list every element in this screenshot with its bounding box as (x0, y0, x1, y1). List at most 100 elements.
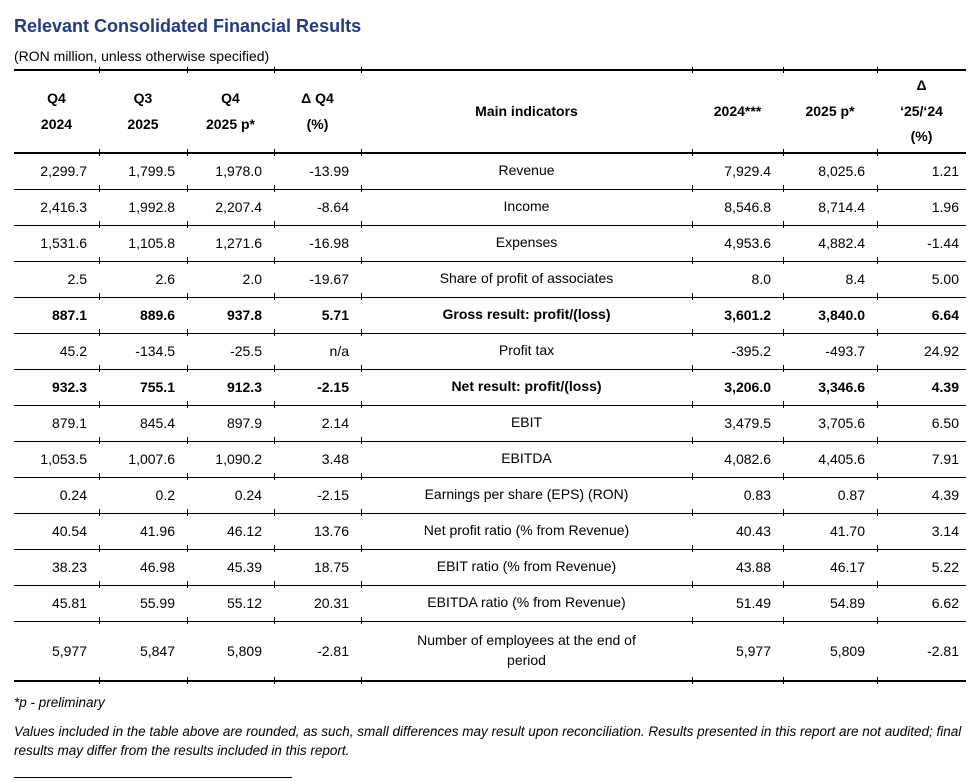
cell-delta-q4-pct: n/a (274, 333, 362, 372)
cell-delta-25-24-pct: 5.22 (877, 549, 966, 586)
cell-delta-q4-pct: -16.98 (274, 225, 362, 264)
cell-q4-2024: 45.81 (14, 585, 100, 624)
cell-q4-2024: 879.1 (14, 405, 100, 444)
cell-fy-2024: 7,929.4 (692, 153, 784, 191)
table-row: 2,416.3 1,992.8 2,207.4 -8.64 Income 8,5… (14, 189, 966, 228)
cell-fy-2024: 3,206.0 (692, 369, 784, 408)
page-title: Relevant Consolidated Financial Results (14, 16, 362, 36)
cell-delta-q4-pct: -2.15 (274, 369, 362, 408)
cell-q3-2025: 889.6 (99, 297, 188, 336)
cell-q4-2025-p: 2,207.4 (187, 189, 275, 228)
cell-fy-2025-p: 8,025.6 (783, 153, 878, 191)
cell-q4-2025-p: 1,978.0 (187, 153, 275, 191)
table-row: 2,299.7 1,799.5 1,978.0 -13.99 Revenue 7… (14, 153, 966, 191)
cell-fy-2025-p: 0.87 (783, 477, 878, 516)
cell-main-indicator: Earnings per share (EPS) (RON) (361, 477, 693, 516)
cell-fy-2025-p: 5,809 (783, 621, 878, 683)
indicator-label: Earnings per share (EPS) (RON) (424, 486, 629, 503)
cell-q4-2024: 887.1 (14, 297, 100, 336)
header-q4-2025-p: Q4 2025 p* (187, 66, 275, 155)
footnote-disclaimer: Values included in the table above are r… (14, 723, 962, 759)
cell-q3-2025: 845.4 (99, 405, 188, 444)
cell-q4-2025-p: 897.9 (187, 405, 275, 444)
cell-delta-q4-pct: -2.15 (274, 477, 362, 516)
cell-q3-2025: 5,847 (99, 621, 188, 683)
header-fy-2024: 2024*** (692, 66, 784, 155)
table-row: 5,977 5,847 5,809 -2.81 Number of employ… (14, 621, 966, 683)
cell-delta-25-24-pct: -2.81 (927, 642, 959, 659)
cell-q4-2024: 40.54 (14, 513, 100, 552)
footnote-preliminary: *p - preliminary (14, 695, 105, 710)
cell-delta-25-24-pct: 4.39 (877, 369, 966, 406)
cell-fy-2024: 0.83 (692, 477, 784, 516)
indicator-label: Profit tax (498, 342, 555, 359)
cell-fy-2024: 40.43 (692, 513, 784, 552)
cell-main-indicator: Number of employees at the end of period (361, 621, 693, 683)
cell-delta-25-24-pct: 6.64 (877, 297, 966, 334)
cell-fy-2025-p: 3,346.6 (783, 369, 878, 408)
cell-q3-2025: 41.96 (99, 513, 188, 552)
cell-q4-2024: 1,053.5 (14, 441, 100, 480)
table-body: 2,299.7 1,799.5 1,978.0 -13.99 Revenue 7… (14, 153, 966, 683)
cell-main-indicator: Revenue (361, 153, 693, 191)
cell-q3-2025: 1,992.8 (99, 189, 188, 228)
cell-fy-2025-p: 54.89 (783, 585, 878, 624)
cell-delta-25-24-pct: 3.14 (877, 513, 966, 550)
cell-fy-2025-p: 46.17 (783, 549, 878, 588)
cell-q3-2025: 0.2 (99, 477, 188, 516)
cell-fy-2024: 4,082.6 (692, 441, 784, 480)
cell-fy-2025-p: 3,840.0 (783, 297, 878, 336)
cell-delta-q4-pct: 3.48 (274, 441, 362, 480)
cell-q3-2025: 1,105.8 (99, 225, 188, 264)
cell-delta-25-24-pct: 6.62 (877, 585, 966, 622)
cell-main-indicator: Income (361, 189, 693, 228)
cell-main-indicator: Net profit ratio (% from Revenue) (361, 513, 693, 552)
header-q3-2025: Q3 2025 (99, 66, 188, 155)
cell-q3-2025: -134.5 (99, 333, 188, 372)
cell-fy-2025-p: 4,405.6 (783, 441, 878, 480)
cell-delta-q4-pct: 13.76 (274, 513, 362, 552)
cell-fy-2025-p: 8.4 (783, 261, 878, 300)
table-row: 40.54 41.96 46.12 13.76 Net profit ratio… (14, 513, 966, 552)
cell-delta-q4-pct: 18.75 (274, 549, 362, 588)
cell-fy-2024: 8,546.8 (692, 189, 784, 228)
cell-q4-2025-p: 1,090.2 (187, 441, 275, 480)
cell-fy-2025-p: 8,714.4 (783, 189, 878, 228)
table-row: 2.5 2.6 2.0 -19.67 Share of profit of as… (14, 261, 966, 300)
indicator-label: Share of profit of associates (439, 270, 614, 287)
cell-delta-q4-pct: -2.81 (274, 621, 362, 683)
cell-q4-2025-p: 45.39 (187, 549, 275, 588)
table-row: 879.1 845.4 897.9 2.14 EBIT 3,479.5 3,70… (14, 405, 966, 444)
table-row: 932.3 755.1 912.3 -2.15 Net result: prof… (14, 369, 966, 408)
cell-q3-2025: 46.98 (99, 549, 188, 588)
indicator-label: EBIT ratio (% from Revenue) (436, 558, 617, 575)
cell-main-indicator: EBIT (361, 405, 693, 444)
cell-fy-2025-p: 41.70 (783, 513, 878, 552)
cell-q4-2025-p: 937.8 (187, 297, 275, 336)
header-delta-25-24-pct: Δ ‘25/‘24 (%) (877, 70, 966, 154)
cell-q3-2025: 1,007.6 (99, 441, 188, 480)
cell-fy-2025-p: -493.7 (783, 333, 878, 372)
cell-q3-2025: 2.6 (99, 261, 188, 300)
header-main-indicators: Main indicators (361, 66, 693, 155)
cell-main-indicator: Gross result: profit/(loss) (361, 297, 693, 336)
table-row: 1,053.5 1,007.6 1,090.2 3.48 EBITDA 4,08… (14, 441, 966, 480)
cell-fy-2024: -395.2 (692, 333, 784, 372)
cell-delta-25-24-pct: 1.21 (877, 153, 966, 190)
table-row: 38.23 46.98 45.39 18.75 EBIT ratio (% fr… (14, 549, 966, 588)
indicator-label: Net profit ratio (% from Revenue) (423, 522, 630, 539)
cell-q4-2025-p: 55.12 (187, 585, 275, 624)
cell-main-indicator: Profit tax (361, 333, 693, 372)
cell-q4-2025-p: 46.12 (187, 513, 275, 552)
table-row: 887.1 889.6 937.8 5.71 Gross result: pro… (14, 297, 966, 336)
footnotes: *p - preliminary Values included in the … (14, 693, 966, 761)
cell-q4-2024: 38.23 (14, 549, 100, 588)
cell-main-indicator: Share of profit of associates (361, 261, 693, 300)
cell-q4-2025-p: -25.5 (187, 333, 275, 372)
page-subtitle: (RON million, unless otherwise specified… (14, 48, 270, 64)
cell-fy-2024: 8.0 (692, 261, 784, 300)
cell-q3-2025: 755.1 (99, 369, 188, 408)
cell-fy-2024: 43.88 (692, 549, 784, 588)
cell-fy-2024: 51.49 (692, 585, 784, 624)
header-q4-2024: Q4 2024 (14, 66, 100, 155)
